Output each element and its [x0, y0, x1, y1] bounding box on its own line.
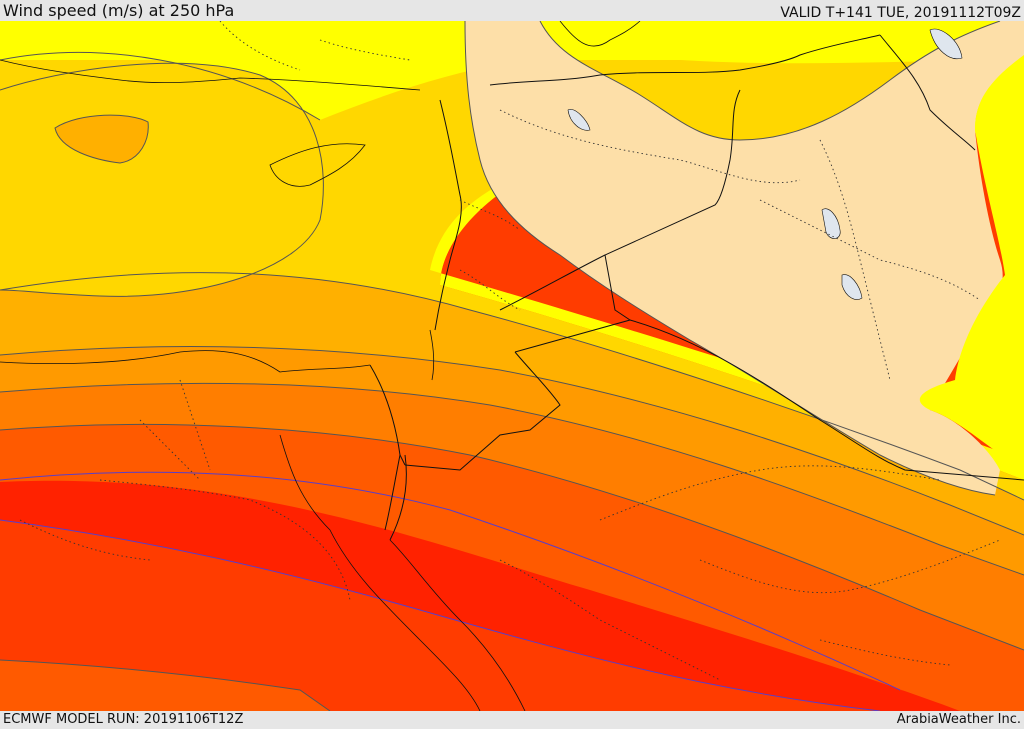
lake [821, 208, 841, 239]
wind-band-sw [0, 660, 330, 711]
wind-band-med-core [55, 115, 149, 163]
map-footer: ECMWF MODEL RUN: 20191106T12Z ArabiaWeat… [0, 711, 1024, 729]
lake [841, 274, 863, 300]
coastlines [0, 21, 641, 711]
jet-core-lines [0, 471, 901, 711]
wind-band-6 [0, 383, 1024, 650]
wind-band-core [0, 472, 1024, 711]
valid-time-label: VALID T+141 TUE, 20191112T09Z [780, 5, 1021, 21]
wind-band-med [0, 63, 324, 297]
lake [929, 28, 963, 60]
country-borders [369, 34, 1024, 541]
admin-boundaries [19, 21, 1001, 681]
wind-speed-map [0, 21, 1024, 711]
land-background [465, 21, 1024, 495]
map-header: Wind speed (m/s) at 250 hPa VALID T+141 … [0, 0, 1024, 21]
model-run-label: ECMWF MODEL RUN: 20191106T12Z [3, 712, 244, 727]
wind-band-4 [0, 272, 1024, 535]
credit-label: ArabiaWeather Inc. [896, 712, 1021, 727]
wind-band-east [919, 55, 1024, 470]
wind-band-7 [0, 424, 1024, 711]
map-title: Wind speed (m/s) at 250 hPa [3, 1, 235, 20]
wind-band-5 [0, 346, 1024, 575]
lake [567, 109, 591, 131]
